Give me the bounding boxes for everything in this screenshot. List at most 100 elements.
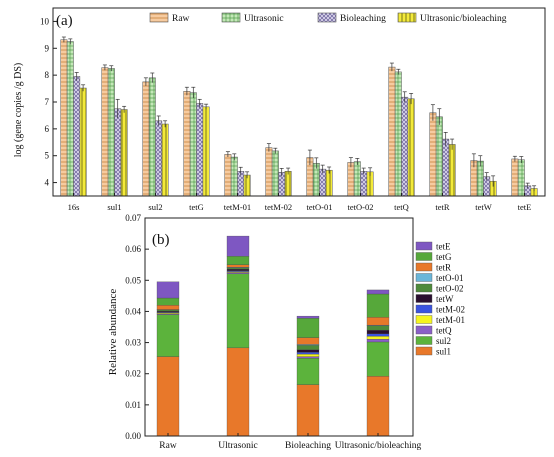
- panel-a-bar-ultra_bio: [161, 123, 169, 197]
- panel-a-bar-bioleaching: [360, 171, 368, 197]
- panel-b-y-ticks: 0.00 0.01 0.02 0.03 0.04 0.05 0.06 0.07: [125, 213, 149, 441]
- panel-a-bar-raw: [183, 91, 191, 197]
- panel-a-legend-label: Bioleaching: [340, 14, 386, 24]
- panel-b-bar-segment-tetR: [226, 264, 250, 268]
- panel-b-bar-segment-tetQ: [296, 356, 320, 359]
- panel-a-x-tick-label: tetQ: [394, 202, 409, 212]
- panel-b-bar-segment-sul2: [156, 314, 180, 357]
- panel-a-legend-label: Ultrasonic: [244, 14, 284, 24]
- panel-a-bar-raw: [347, 162, 355, 197]
- panel-b-bar-segment-tetE: [156, 281, 180, 299]
- panel-b-bar-segment-tetO-02: [226, 267, 250, 270]
- panel-a-legend-label: Raw: [172, 14, 190, 24]
- panel-a-bar-ultrasonic: [517, 159, 525, 197]
- panel-a-x-tick-label: tetO-01: [307, 202, 333, 212]
- panel-b-legend-label: tetO-02: [436, 284, 464, 294]
- panel-b-legend-label: tetM-01: [436, 315, 465, 325]
- panel-a-bar-raw: [265, 147, 273, 197]
- panel-a-x-tick-label: tetM-01: [224, 202, 251, 212]
- panel-b-legend-swatch-tetO-01: [415, 273, 433, 282]
- panel-b-bars: [156, 235, 390, 437]
- panel-a-bar-raw: [142, 81, 150, 197]
- panel-a-bar-raw: [511, 158, 519, 197]
- panel-b-y-tick-label: 0.01: [125, 400, 141, 410]
- panel-a-bar-ultrasonic: [107, 68, 115, 197]
- panel-a-y-tick-label: 6: [45, 124, 50, 134]
- panel-a-bar-raw: [224, 154, 232, 197]
- panel-b-legend-swatch-tetG: [415, 252, 433, 261]
- panel-b-bar-segment-tetO-02: [366, 325, 390, 331]
- panel-b-bar-segment-tetO-02: [296, 345, 320, 350]
- panel-a-bar-ultra_bio: [79, 87, 87, 197]
- panel-a-bar-bioleaching: [73, 76, 81, 197]
- panel-a-legend: Raw Ultrasonic Bioleaching Ultrasonic/biole…: [149, 12, 507, 24]
- panel-b-legend-label: sul2: [436, 336, 451, 346]
- panel-b-legend-swatch-tetO-02: [415, 283, 433, 293]
- panel-b-bar-segment-sul2: [226, 273, 250, 349]
- panel-b-bar-segment-tetE: [226, 235, 250, 257]
- panel-a-y-tick-label: 4: [45, 178, 50, 188]
- panel-b-legend-label: tetG: [436, 252, 452, 262]
- panel-a-x-ticks: 16s sul1 sul2 tetG tetM-01 tetM-02 tetO-01 tetO…: [68, 193, 531, 212]
- panel-a-y-tick-label: 8: [45, 70, 50, 80]
- panel-a-bar-ultra_bio: [325, 169, 333, 197]
- panel-b-bar-segment-tetR: [156, 305, 180, 310]
- panel-b-legend-swatch-sul1: [415, 346, 433, 356]
- panel-b-legend-label: tetR: [436, 263, 451, 273]
- panel-a-bar-ultra_bio: [120, 109, 128, 197]
- panel-b-bar-segment-tetQ: [366, 338, 390, 343]
- panel-b-bar-segment-sul2: [296, 357, 320, 385]
- panel-a-y-tick-label: 9: [45, 43, 50, 53]
- panel-b-chart: (b) Relative abundance 0.000.010.020.030…: [107, 213, 465, 451]
- panel-a-legend-swatch-raw: [149, 12, 169, 23]
- panel-a-bar-raw: [101, 67, 109, 197]
- panel-b-bar-segment-sul1: [226, 347, 250, 437]
- panel-a-bar-ultrasonic: [66, 41, 74, 197]
- panel-a-bar-ultra_bio: [284, 171, 292, 197]
- panel-a-bar-bioleaching: [196, 103, 204, 197]
- panel-b-legend-swatch-tetE: [415, 241, 433, 251]
- panel-a-label: (a): [56, 13, 73, 29]
- panel-b-y-tick-label: 0.06: [125, 244, 141, 254]
- panel-b-legend-label: tetO-01: [436, 273, 464, 283]
- panel-a-bar-ultrasonic: [394, 71, 402, 197]
- panel-a-bar-ultrasonic: [189, 92, 197, 197]
- panel-b-legend-swatch-tetM-02: [415, 304, 433, 314]
- panel-a-bar-bioleaching: [155, 120, 163, 197]
- panel-a-bars: [60, 36, 538, 197]
- panel-a-bar-bioleaching: [442, 138, 450, 197]
- panel-a-legend-swatch-ultra_bio: [397, 12, 417, 23]
- panel-b-bar-segment-tetE: [296, 315, 320, 319]
- panel-a-x-tick-label: 16s: [68, 202, 80, 212]
- panel-b-bar-segment-tetE: [366, 289, 390, 295]
- panel-b-legend-swatch-tetQ: [415, 325, 433, 335]
- panel-b-legend-swatch-tetR: [415, 262, 433, 272]
- panel-b-label: (b): [152, 232, 170, 248]
- panel-a-y-tick-label: 5: [45, 151, 50, 161]
- panel-a-bar-ultrasonic: [230, 156, 238, 197]
- panel-b-legend-label: sul1: [436, 347, 451, 357]
- panel-b-legend-label: tetE: [436, 242, 451, 252]
- panel-b-bar-segment-tetW: [226, 268, 250, 271]
- panel-b-y-tick-label: 0.05: [125, 275, 141, 285]
- panel-b-bar-segment-tetW: [366, 329, 390, 335]
- panel-b-bar-segment-tetG: [366, 293, 390, 318]
- panel-b-legend-swatch-tetW: [415, 294, 433, 303]
- panel-b-bar-segment-tetM-01: [296, 353, 320, 357]
- panel-b-bar-segment-tetR: [366, 317, 390, 326]
- panel-a-bar-ultra_bio: [448, 144, 456, 197]
- panel-b-bar-segment-sul1: [296, 384, 320, 437]
- panel-a-legend-swatch-ultrasonic: [221, 12, 241, 23]
- panel-a-bar-ultrasonic: [353, 161, 361, 197]
- panel-b-bar-segment-tetW: [296, 349, 320, 353]
- panel-b-legend-swatch-tetM-01: [415, 315, 433, 324]
- panel-b-frame: [144, 217, 414, 437]
- panel-b-y-tick-label: 0.00: [125, 431, 141, 441]
- panel-b-bar-segment-tetM-01: [366, 336, 390, 340]
- panel-a-x-tick-label: sul2: [148, 202, 162, 212]
- panel-b-x-tick-label: Raw: [159, 441, 177, 451]
- panel-a-legend-swatch-bioleaching: [317, 12, 337, 23]
- panel-a-chart: (a) log (gene copies /g DS) Raw Ultrasoni…: [13, 7, 546, 212]
- panel-a-bar-raw: [388, 66, 396, 197]
- panel-b-y-axis-label: Relative abundance: [107, 289, 119, 376]
